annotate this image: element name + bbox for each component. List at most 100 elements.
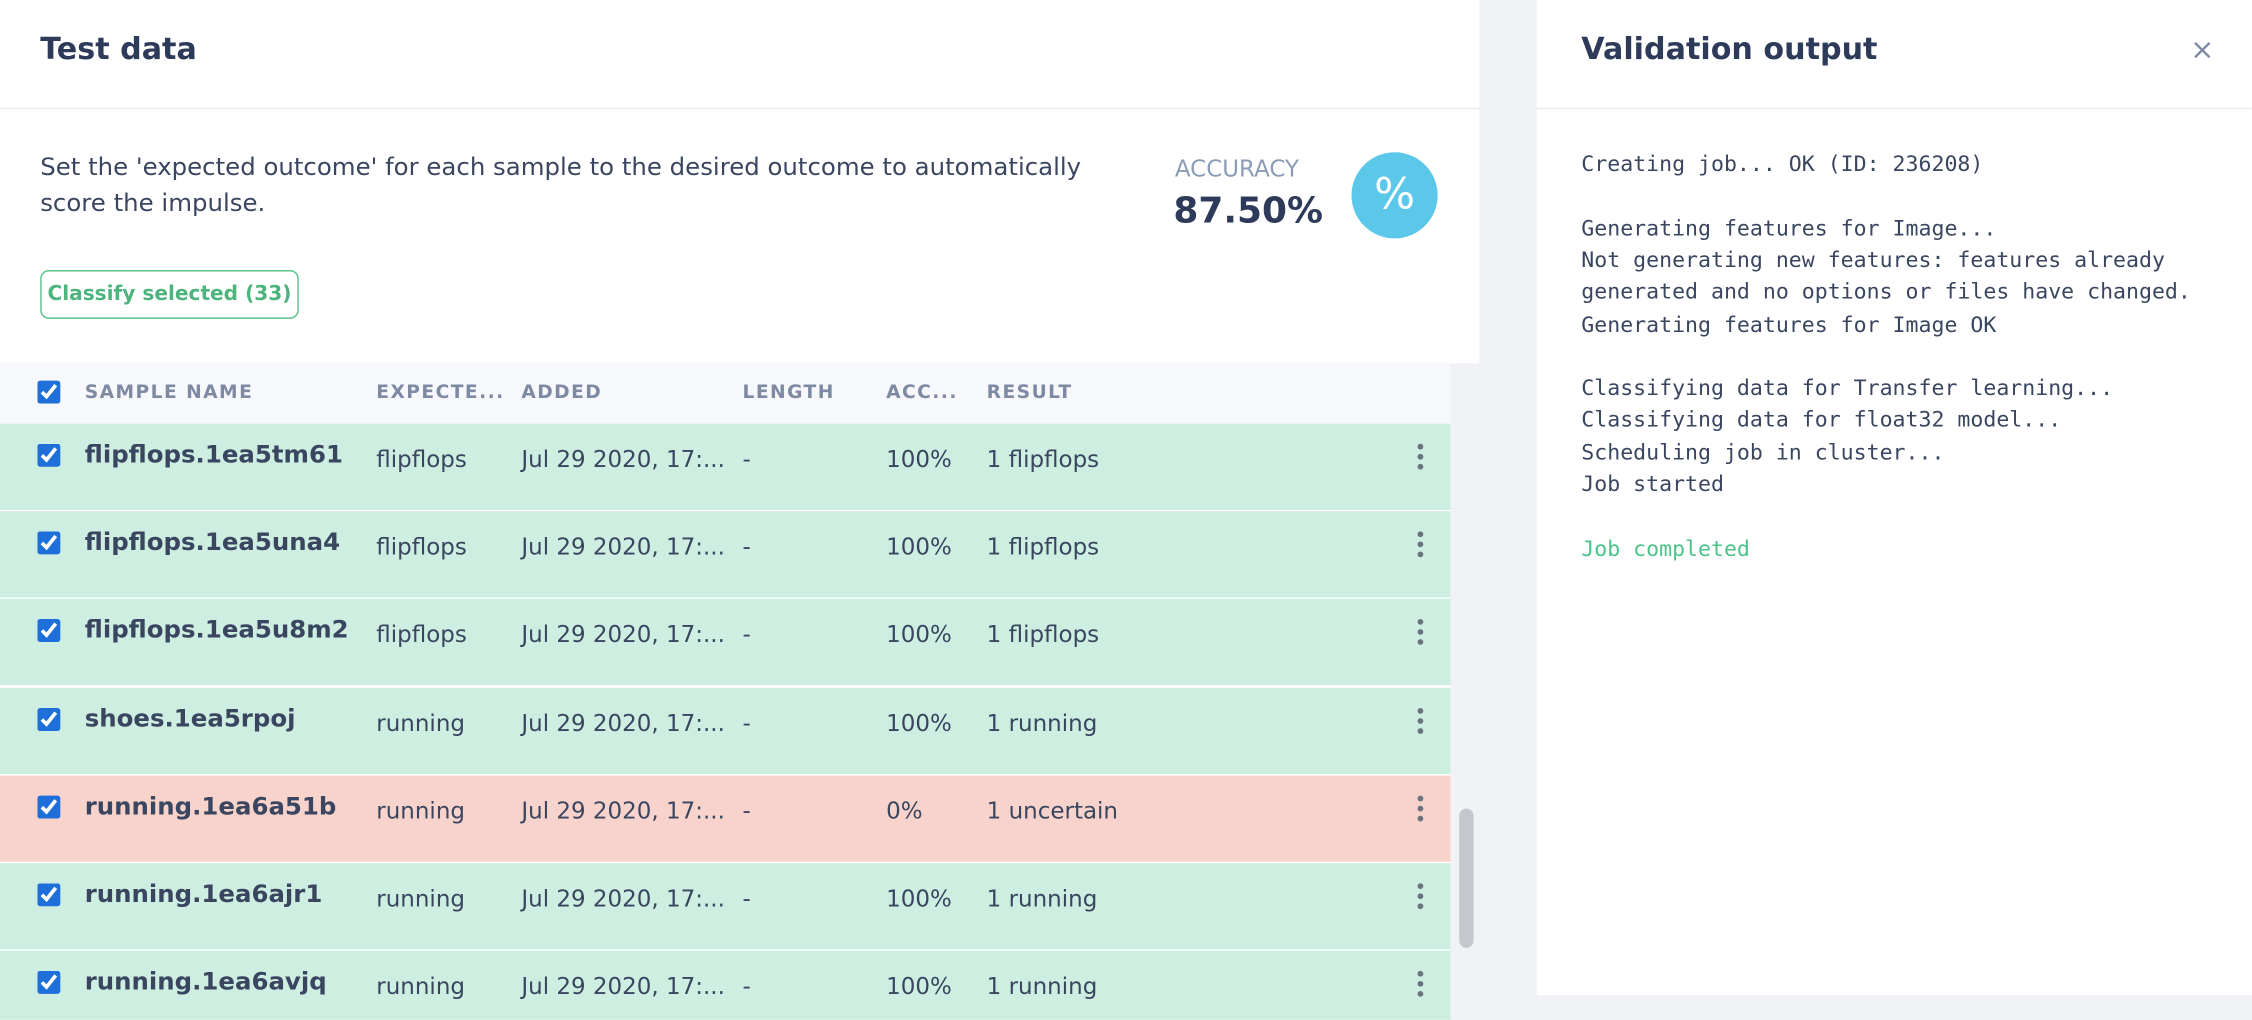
dot: [1417, 981, 1424, 987]
checkbox[interactable]: [37, 971, 61, 995]
log-line: Generating features for Image OK: [1581, 310, 1997, 337]
column-header: RESULT: [986, 382, 1073, 404]
cell-expected: running: [376, 972, 465, 1000]
log-line: Scheduling job in cluster...: [1581, 439, 1945, 465]
log-line: Generating features for Image...: [1581, 214, 1997, 241]
dot: [1417, 971, 1424, 977]
cell-name: running.1ea6a51b: [84, 792, 337, 822]
cell-added: Jul 29 2020, 17:...: [521, 884, 725, 912]
cell-length: -: [742, 533, 751, 561]
dot: [1417, 639, 1424, 646]
dot: [1417, 795, 1424, 802]
column-header: ADDED: [521, 382, 603, 404]
table-row[interactable]: flipflops.1ea5u8m2 flipflops Jul 29 2020, …: [0, 599, 1451, 688]
title: Validation output: [1581, 31, 1878, 67]
dot: [1417, 619, 1424, 626]
cell-accuracy: 100%: [886, 445, 952, 473]
dot: [1417, 629, 1424, 636]
description: Set the 'expected outcome' for each samp…: [40, 153, 1082, 219]
cell-name: running.1ea6ajr1: [84, 880, 323, 910]
right-panel: Validation output × Creating job... OK (…: [1536, 0, 2252, 996]
cell-result: 1 running: [986, 708, 1098, 737]
cell-length: -: [742, 796, 751, 825]
dot: [1417, 463, 1424, 470]
dot: [1417, 541, 1424, 548]
table-row[interactable]: running.1ea6ajr1 running Jul 29 2020, 17:.…: [0, 863, 1451, 951]
cell-result: 1 uncertain: [986, 796, 1119, 825]
table-row[interactable]: shoes.1ea5rpoj running Jul 29 2020, 17:...…: [0, 687, 1451, 775]
classify-button[interactable]: Classify selected (33): [40, 270, 299, 319]
column-header: EXPECTE...: [376, 382, 505, 404]
dot: [1417, 531, 1424, 538]
table-header: SAMPLE NAME EXPECTE... ADDED LENGTH ACC... RE…: [0, 363, 1451, 424]
row-menu[interactable]: [1416, 707, 1425, 736]
scrollbar[interactable]: [1459, 808, 1474, 948]
cell-result: 1 running: [986, 972, 1098, 1000]
log-line: Classifying data for float32 model...: [1581, 407, 2062, 433]
row-menu[interactable]: [1416, 619, 1425, 649]
cell-name: running.1ea6avjq: [84, 968, 327, 998]
dot: [1417, 815, 1424, 822]
cell-added: Jul 29 2020, 17:...: [521, 972, 725, 1000]
checkbox[interactable]: [37, 380, 61, 404]
cell-added: Jul 29 2020, 17:...: [521, 621, 725, 649]
row-menu[interactable]: [1416, 971, 1425, 1000]
cell-result: 1 flipflops: [986, 445, 1100, 473]
column-header: LENGTH: [742, 382, 835, 404]
dot: [1417, 805, 1424, 812]
cell-accuracy: 100%: [886, 884, 952, 912]
checkbox[interactable]: [37, 883, 61, 907]
left-panel: Test data Set the 'expected outcome' for…: [0, 0, 1480, 364]
log-line: Creating job... OK (ID: 236208): [1581, 150, 1984, 177]
checkbox[interactable]: [37, 707, 61, 731]
cell-length: -: [742, 621, 751, 649]
cell-name: flipflops.1ea5una4: [84, 528, 341, 558]
checkbox[interactable]: [37, 531, 61, 555]
cell-length: -: [742, 972, 751, 1000]
close-button[interactable]: ×: [2190, 31, 2215, 67]
checkbox[interactable]: [37, 619, 61, 643]
dot: [1417, 727, 1424, 734]
table-row[interactable]: running.1ea6a51b running Jul 29 2020, 17:.…: [0, 775, 1451, 863]
dot: [1417, 893, 1424, 900]
divider: [1536, 107, 2252, 110]
accuracy-icon: %: [1351, 152, 1438, 239]
table-row[interactable]: flipflops.1ea5tm61 flipflops Jul 29 2020, …: [0, 423, 1451, 512]
row-menu[interactable]: [1416, 531, 1425, 561]
table: SAMPLE NAME EXPECTE... ADDED LENGTH ACC... RE…: [0, 363, 1451, 1020]
cell-length: -: [742, 884, 751, 912]
cell-length: -: [742, 445, 751, 473]
cell-expected: running: [376, 708, 465, 737]
cell-length: -: [742, 708, 751, 737]
row-menu[interactable]: [1416, 883, 1425, 912]
cell-name: flipflops.1ea5tm61: [84, 440, 343, 470]
cell-expected: flipflops: [376, 445, 467, 473]
row-menu[interactable]: [1416, 443, 1425, 473]
cell-added: Jul 29 2020, 17:...: [521, 533, 725, 561]
dot: [1417, 551, 1424, 558]
cell-accuracy: 0%: [886, 796, 923, 825]
table-row[interactable]: flipflops.1ea5una4 flipflops Jul 29 2020, …: [0, 511, 1451, 600]
dot: [1417, 883, 1424, 890]
table-row[interactable]: running.1ea6avjq running Jul 29 2020, 17:.…: [0, 951, 1451, 1020]
cell-accuracy: 100%: [886, 708, 952, 737]
log-line: Classifying data for Transfer learning..…: [1581, 374, 2114, 401]
title: Test data: [40, 31, 197, 67]
cell-result: 1 running: [986, 884, 1098, 912]
cell-expected: running: [376, 884, 465, 912]
row-menu[interactable]: [1416, 795, 1425, 824]
cell-result: 1 flipflops: [986, 533, 1100, 561]
log-line: Job started: [1581, 471, 1724, 497]
cell-accuracy: 100%: [886, 533, 952, 561]
log-line: Not generating new features: features al…: [1581, 246, 2165, 273]
cell-accuracy: 100%: [886, 621, 952, 649]
checkbox[interactable]: [37, 795, 61, 819]
divider: [0, 107, 1480, 110]
cell-name: flipflops.1ea5u8m2: [84, 616, 349, 646]
checkbox[interactable]: [37, 443, 61, 467]
cell-expected: flipflops: [376, 621, 467, 649]
log-completed: Job completed: [1581, 535, 1750, 561]
column-header: ACC...: [886, 382, 958, 404]
cell-result: 1 flipflops: [986, 621, 1100, 649]
